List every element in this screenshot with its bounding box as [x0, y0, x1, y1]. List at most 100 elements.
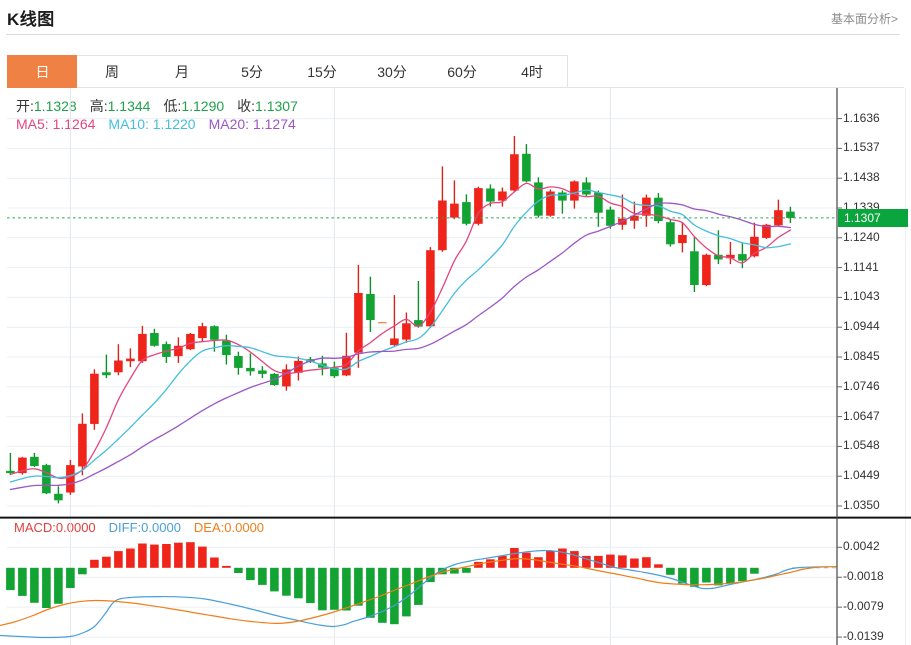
macd-bar — [618, 555, 627, 568]
macd-bar — [558, 548, 567, 568]
candle-body — [486, 188, 495, 202]
candle-body — [330, 367, 339, 377]
macd-bar — [630, 558, 639, 568]
candle-body — [378, 321, 387, 324]
macd-bar — [666, 567, 675, 575]
ma-line-ma5 — [9, 182, 792, 479]
macd-bar — [102, 556, 111, 568]
macd-axis-label: -0.0079 — [843, 599, 884, 614]
legend-label: MA5: — [16, 116, 53, 132]
candle-body — [54, 493, 63, 501]
macd-bar — [222, 565, 231, 568]
legend-value: 1.1290 — [181, 98, 225, 114]
macd-bar — [234, 567, 243, 573]
candle-body — [786, 211, 795, 218]
candle-body — [666, 222, 675, 245]
tab-period-1[interactable]: 日 — [7, 55, 78, 88]
title-divider — [6, 34, 900, 35]
legend-value: 1.1344 — [107, 98, 151, 114]
macd-bar — [270, 567, 279, 592]
price-axis-label: 1.1043 — [843, 289, 880, 304]
candle-body — [546, 191, 555, 216]
candle-body — [606, 209, 615, 226]
legend-item: MA5: 1.1264 — [16, 116, 95, 132]
candle-body — [582, 182, 591, 195]
candle-body — [690, 251, 699, 285]
tab-period-6[interactable]: 30分 — [357, 55, 428, 88]
legend-item: 收:1.1307 — [237, 98, 298, 114]
ma-line-ma10 — [9, 189, 792, 483]
macd-bar — [594, 555, 603, 568]
price-axis-label: 1.1636 — [843, 110, 880, 125]
candle-body — [258, 370, 267, 374]
candle-body — [186, 333, 195, 350]
candle-body — [66, 465, 75, 493]
macd-bar — [18, 567, 27, 596]
candle-body — [294, 360, 303, 373]
candle-body — [102, 372, 111, 376]
legend-label: MA20: — [208, 116, 253, 132]
legend-label: MA10: — [108, 116, 153, 132]
candle-body — [90, 373, 99, 424]
macd-bar — [438, 567, 447, 575]
macd-bar — [150, 544, 159, 568]
macd-bar — [198, 546, 207, 568]
macd-bar — [330, 567, 339, 610]
tab-period-3[interactable]: 月 — [147, 55, 218, 88]
candle-body — [174, 345, 183, 357]
candle-body — [390, 338, 399, 345]
tab-period-8[interactable]: 4时 — [497, 55, 568, 88]
macd-bar — [306, 567, 315, 604]
candle-body — [18, 457, 27, 474]
macd-bar — [474, 561, 483, 568]
legend-item: 高:1.1344 — [90, 98, 151, 114]
legend-value: 1.1307 — [255, 98, 298, 114]
candle-body — [714, 254, 723, 260]
macd-bar — [714, 567, 723, 586]
legend-value: 0.0000 — [224, 520, 265, 535]
macd-bar — [414, 567, 423, 605]
price-axis-label: 1.0548 — [843, 438, 880, 453]
page-title: K线图 — [7, 10, 55, 29]
fundamental-analysis-link[interactable]: 基本面分析> — [830, 12, 898, 26]
tab-period-7[interactable]: 60分 — [427, 55, 498, 88]
tab-period-4[interactable]: 5分 — [217, 55, 288, 88]
candle-body — [642, 197, 651, 216]
macd-legend: MACD:0.0000 DIFF:0.0000 DEA:0.0000 — [14, 520, 277, 535]
legend-label: DEA: — [193, 520, 225, 535]
candle-body — [474, 188, 483, 224]
macd-bar — [522, 552, 531, 568]
macd-axis-label: -0.0139 — [843, 629, 884, 644]
candle-body — [750, 236, 759, 257]
candle-body — [726, 254, 735, 259]
macd-bar — [138, 543, 147, 568]
macd-bar — [342, 567, 351, 611]
legend-value: 1.1220 — [152, 116, 196, 132]
legend-value: 1.1264 — [52, 116, 96, 132]
price-axis-label: 1.1537 — [843, 140, 880, 155]
macd-bar — [90, 559, 99, 568]
candle-body — [6, 470, 15, 474]
macd-bar — [258, 567, 267, 585]
macd-bar — [66, 567, 75, 589]
macd-bar — [606, 554, 615, 568]
candle-body — [150, 333, 159, 346]
legend-item: 低:1.1290 — [163, 98, 224, 114]
macd-bar — [402, 567, 411, 617]
macd-dea-line — [0, 557, 837, 627]
macd-axis-label: 0.0042 — [843, 539, 880, 554]
macd-bar — [726, 567, 735, 584]
current-price-tag: 1.1307 — [838, 208, 908, 227]
candle-body — [426, 250, 435, 327]
candle-body — [198, 326, 207, 339]
macd-bar — [30, 567, 39, 603]
candle-body — [414, 320, 423, 327]
price-axis-label: 1.0845 — [843, 349, 880, 363]
candle-body — [114, 360, 123, 373]
price-axis-label: 1.0350 — [843, 498, 880, 512]
macd-bar — [6, 567, 15, 591]
candle-body — [534, 182, 543, 216]
ohlc-legend: 开:1.1328 高:1.1344 低:1.1290 收:1.1307 — [16, 96, 311, 116]
